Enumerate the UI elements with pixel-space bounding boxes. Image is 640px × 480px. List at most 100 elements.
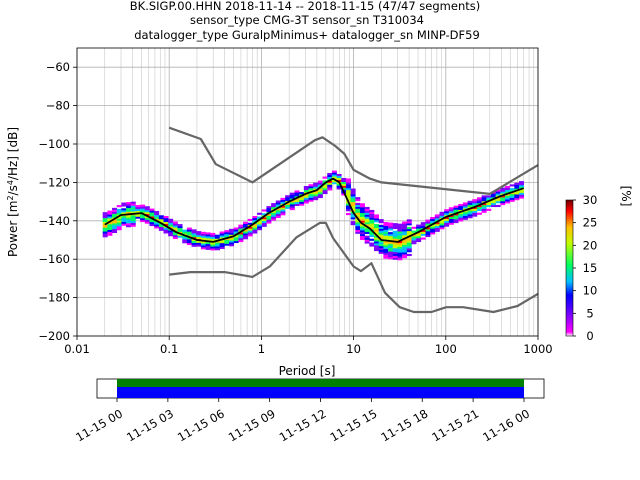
probability-cell	[331, 180, 337, 183]
probability-cell	[355, 224, 361, 227]
plot-area: 0.01 0.1 1 10 100 1000 −60 −80 −100 −120 −140 −160…	[38, 47, 553, 356]
probability-cell	[434, 214, 440, 217]
probability-cell	[116, 224, 122, 227]
probability-cell	[158, 217, 164, 220]
probability-cell	[205, 247, 211, 250]
chart-title: BK.SIGP.00.HHN 2018-11-14 -- 2018-11-15 …	[130, 0, 480, 42]
probability-cell	[294, 192, 300, 195]
y-axis-label: Power [m2/s4/Hz] [dB]	[6, 127, 21, 257]
y-axis-ticks: −60 −80 −100 −120 −140 −160 −180 −200	[38, 60, 77, 343]
probability-cell	[355, 227, 361, 230]
probability-cell	[271, 205, 277, 208]
probability-cell	[495, 201, 501, 204]
probability-cell	[514, 182, 520, 185]
probability-cell	[397, 252, 403, 255]
probability-cell	[252, 223, 258, 226]
probability-cell	[158, 226, 164, 229]
probability-cell	[514, 192, 520, 195]
probability-cell	[416, 228, 422, 231]
probability-cell	[392, 226, 398, 230]
probability-cell	[280, 207, 286, 210]
probability-cell	[355, 208, 361, 211]
probability-cell	[308, 184, 314, 187]
probability-cell	[406, 248, 412, 251]
probability-cell	[434, 222, 440, 225]
probability-cell	[107, 214, 113, 217]
probability-cell	[448, 220, 454, 223]
probability-cell	[200, 241, 206, 244]
probability-cell	[107, 229, 113, 232]
x-tick-label: 100	[435, 342, 457, 356]
probability-cell	[476, 199, 482, 202]
probability-cell	[392, 236, 398, 239]
probability-cell	[472, 210, 478, 213]
probability-cell	[130, 218, 136, 222]
probability-cell	[233, 231, 239, 234]
y-axis-label-part: Power [m	[6, 201, 20, 257]
probability-cell	[402, 233, 408, 236]
probability-cell	[140, 214, 146, 217]
probability-cell	[205, 238, 211, 241]
probability-cell	[397, 237, 403, 240]
probability-cell	[462, 217, 468, 220]
probability-cell	[172, 227, 178, 230]
probability-cell	[102, 221, 108, 224]
plot-frame	[76, 47, 539, 337]
probability-cell	[388, 232, 394, 235]
probability-cell	[359, 210, 365, 214]
probability-cell	[402, 242, 408, 245]
probability-cell	[210, 234, 216, 237]
probability-cell	[486, 197, 492, 200]
probability-cell	[406, 253, 412, 257]
probability-cell	[416, 232, 422, 235]
probability-cell	[205, 243, 211, 247]
probability-cell	[102, 217, 108, 221]
probability-cell	[425, 231, 431, 234]
probability-cell	[266, 213, 272, 216]
probability-cell	[299, 203, 305, 206]
probability-cell	[448, 222, 454, 225]
probability-cell	[369, 225, 375, 228]
probability-cell	[238, 224, 244, 227]
probability-cell	[383, 229, 389, 232]
probability-cell	[257, 226, 263, 229]
probability-cell	[214, 246, 220, 249]
probability-cell	[388, 245, 394, 248]
probability-cell	[355, 229, 361, 232]
probability-cell	[374, 220, 380, 223]
probability-cell	[266, 208, 272, 211]
probability-cell	[285, 204, 291, 207]
probability-cell	[509, 197, 515, 200]
date-tick-label: 11-16 00	[480, 406, 532, 444]
probability-cell	[336, 179, 342, 182]
y-tick-label: −120	[38, 175, 70, 189]
probability-cell	[439, 227, 445, 230]
probability-cell	[364, 214, 370, 217]
probability-cell	[130, 220, 136, 223]
probability-cell	[500, 191, 506, 194]
probability-cell	[243, 221, 249, 224]
probability-cell	[416, 226, 422, 229]
probability-cell	[144, 208, 150, 211]
probability-cell	[359, 224, 365, 227]
probability-cell	[430, 218, 436, 222]
probability-cell	[308, 197, 314, 200]
probability-cell	[233, 235, 239, 238]
probability-cell	[271, 218, 277, 221]
probability-cell	[458, 205, 464, 209]
probability-cell	[275, 213, 281, 217]
probability-cell	[158, 228, 164, 231]
probability-cell	[350, 201, 356, 205]
high-noise-model-line	[168, 126, 539, 195]
probability-cell	[196, 234, 202, 238]
probability-cell	[243, 225, 249, 228]
probability-cell	[369, 209, 375, 213]
probability-cell	[369, 215, 375, 218]
y-tick-label: −100	[38, 137, 70, 151]
date-tick-label: 11-15 09	[226, 406, 278, 444]
probability-cell	[345, 207, 351, 210]
probability-cell	[303, 186, 309, 189]
probability-cell	[266, 219, 272, 222]
probability-cell	[341, 179, 347, 183]
probability-cell	[243, 235, 249, 238]
